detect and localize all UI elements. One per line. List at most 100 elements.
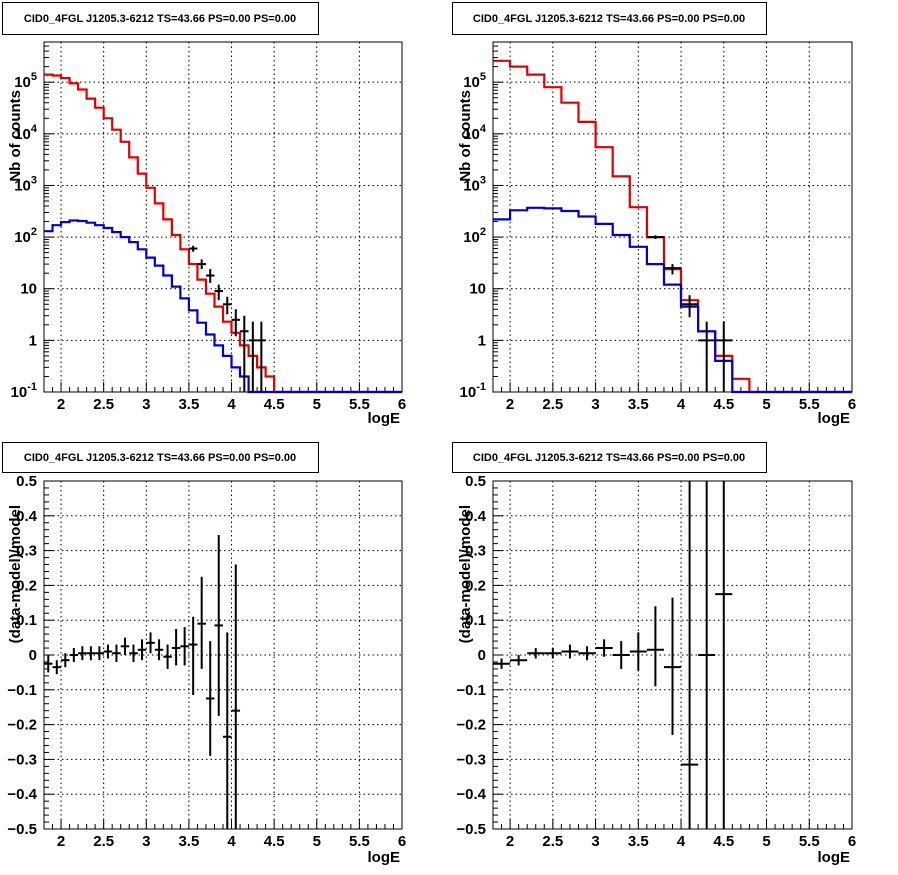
data-point xyxy=(44,655,53,673)
y-tick-label: 1 xyxy=(29,332,37,349)
title-box xyxy=(452,2,767,35)
data-point xyxy=(663,264,682,275)
data-point xyxy=(698,481,716,829)
x-tick-label: 4.5 xyxy=(713,833,734,850)
data-point xyxy=(698,321,716,392)
y-tick-label: 0.2 xyxy=(16,577,37,594)
y-tick-label: 104 xyxy=(14,123,38,143)
chart-title: CID0_4FGL J1205.3-6212 TS=43.66 PS=0.00 … xyxy=(24,13,296,25)
x-axis-label: logE xyxy=(368,410,401,427)
data-point xyxy=(681,481,699,829)
x-tick-label: 4.5 xyxy=(264,396,285,413)
data-point xyxy=(612,641,630,669)
chart-title: CID0_4FGL J1205.3-6212 TS=43.66 PS=0.00 … xyxy=(473,13,745,25)
x-tick-label: 2.5 xyxy=(542,833,563,850)
data-point xyxy=(231,564,241,829)
data-point xyxy=(223,296,232,315)
data-point xyxy=(231,309,241,337)
data-point xyxy=(205,641,215,756)
chart-title: CID0_4FGL J1205.3-6212 TS=43.66 PS=0.00 … xyxy=(473,452,745,464)
y-axis-label: (data-model)/model xyxy=(457,505,474,643)
y-tick-label-exponent: 3 xyxy=(31,174,37,186)
y-tick-label: −0.1 xyxy=(456,682,486,699)
y-tick-label-exponent: 2 xyxy=(31,226,37,238)
x-tick-label: 3 xyxy=(142,396,150,413)
y-tick-label: 10-1 xyxy=(11,381,37,401)
data-point xyxy=(681,295,699,318)
y-tick-label-base: 10 xyxy=(463,74,480,91)
y-axis-label: Nb of counts xyxy=(457,90,474,182)
series-step-line-1 xyxy=(493,206,852,394)
y-tick-label: 0.3 xyxy=(16,543,37,560)
x-tick-label: 4.5 xyxy=(713,396,734,413)
data-point xyxy=(188,245,198,252)
x-tick-label: 2 xyxy=(57,833,65,850)
x-tick-label: 2 xyxy=(57,396,65,413)
data-point xyxy=(646,235,664,239)
y-tick-label: 104 xyxy=(463,123,487,143)
chart-panel-1: CID0_4FGL J1205.3-6212 TS=43.66 PS=0.00 … xyxy=(2,2,406,427)
data-point xyxy=(544,648,562,659)
data-point xyxy=(86,646,96,661)
x-tick-label: 3 xyxy=(591,396,599,413)
x-tick-label: 2.5 xyxy=(542,396,563,413)
data-point xyxy=(629,632,647,671)
data-point xyxy=(248,321,258,392)
y-tick-label: 0.4 xyxy=(465,508,487,525)
x-tick-label: 5.5 xyxy=(349,833,370,850)
data-point xyxy=(78,646,87,661)
y-tick-label: 10 xyxy=(20,281,37,298)
data-point xyxy=(214,534,223,716)
y-tick-label-base: 10 xyxy=(14,177,31,194)
y-tick-label: −0.3 xyxy=(456,751,486,768)
data-point xyxy=(197,576,206,669)
data-point xyxy=(214,284,223,301)
y-tick-label-base: 10 xyxy=(463,177,480,194)
x-tick-label: 3 xyxy=(142,833,150,850)
data-point xyxy=(595,639,613,657)
y-tick-label-base: 10 xyxy=(14,126,31,143)
data-point xyxy=(715,481,733,829)
data-point xyxy=(163,644,172,669)
y-tick-label: −0.3 xyxy=(7,751,37,768)
y-axis-label: Nb of counts xyxy=(7,90,24,182)
series-step-line-1 xyxy=(44,219,402,394)
x-tick-label: 2.5 xyxy=(93,833,114,850)
x-tick-label: 3.5 xyxy=(628,396,649,413)
data-point xyxy=(52,660,62,675)
data-point xyxy=(171,628,181,666)
data-point xyxy=(154,639,164,661)
data-point xyxy=(197,259,206,270)
data-point xyxy=(188,616,198,696)
y-tick-label: 0.5 xyxy=(465,473,486,490)
chart-title: CID0_4FGL J1205.3-6212 TS=43.66 PS=0.00 … xyxy=(24,452,296,464)
y-tick-label-exponent: 4 xyxy=(31,123,38,135)
x-axis-label: logE xyxy=(818,410,851,427)
data-point xyxy=(257,321,266,392)
data-point xyxy=(69,648,79,662)
plot-frame xyxy=(43,41,403,393)
y-tick-label-exponent: 5 xyxy=(480,71,486,83)
x-tick-label: 5.5 xyxy=(349,396,370,413)
x-tick-label: 4 xyxy=(677,396,686,413)
y-tick-label-exponent: 2 xyxy=(480,226,486,238)
y-tick-label-exponent: 5 xyxy=(31,71,37,83)
data-point xyxy=(715,321,733,392)
y-tick-label-exponent: 4 xyxy=(480,123,487,135)
data-point xyxy=(129,644,138,662)
title-box xyxy=(2,2,319,35)
chart-panel-4: CID0_4FGL J1205.3-6212 TS=43.66 PS=0.00 … xyxy=(452,442,856,866)
y-tick-label-exponent: -1 xyxy=(27,381,37,393)
x-tick-label: 5.5 xyxy=(799,396,820,413)
y-tick-label: −0.2 xyxy=(456,717,486,734)
title-box xyxy=(452,442,767,473)
y-tick-label-base: 10 xyxy=(11,384,28,401)
x-tick-label: 4 xyxy=(227,833,236,850)
x-tick-label: 2 xyxy=(506,396,514,413)
data-point xyxy=(205,269,215,283)
y-tick-label: −0.5 xyxy=(456,821,486,838)
data-point xyxy=(120,637,130,655)
x-axis-label: logE xyxy=(818,849,851,866)
x-tick-label: 2.5 xyxy=(93,396,114,413)
y-tick-label: 0.1 xyxy=(465,612,486,629)
